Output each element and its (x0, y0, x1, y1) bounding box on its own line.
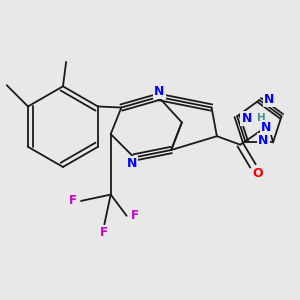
Text: F: F (100, 226, 108, 239)
Text: H: H (257, 113, 266, 123)
Text: N: N (242, 112, 252, 125)
Text: N: N (154, 85, 165, 98)
Text: F: F (131, 209, 139, 222)
Text: N: N (258, 134, 269, 147)
Text: O: O (252, 167, 262, 180)
Text: F: F (68, 194, 76, 208)
Text: N: N (260, 121, 271, 134)
Text: N: N (127, 157, 137, 170)
Text: N: N (264, 92, 274, 106)
